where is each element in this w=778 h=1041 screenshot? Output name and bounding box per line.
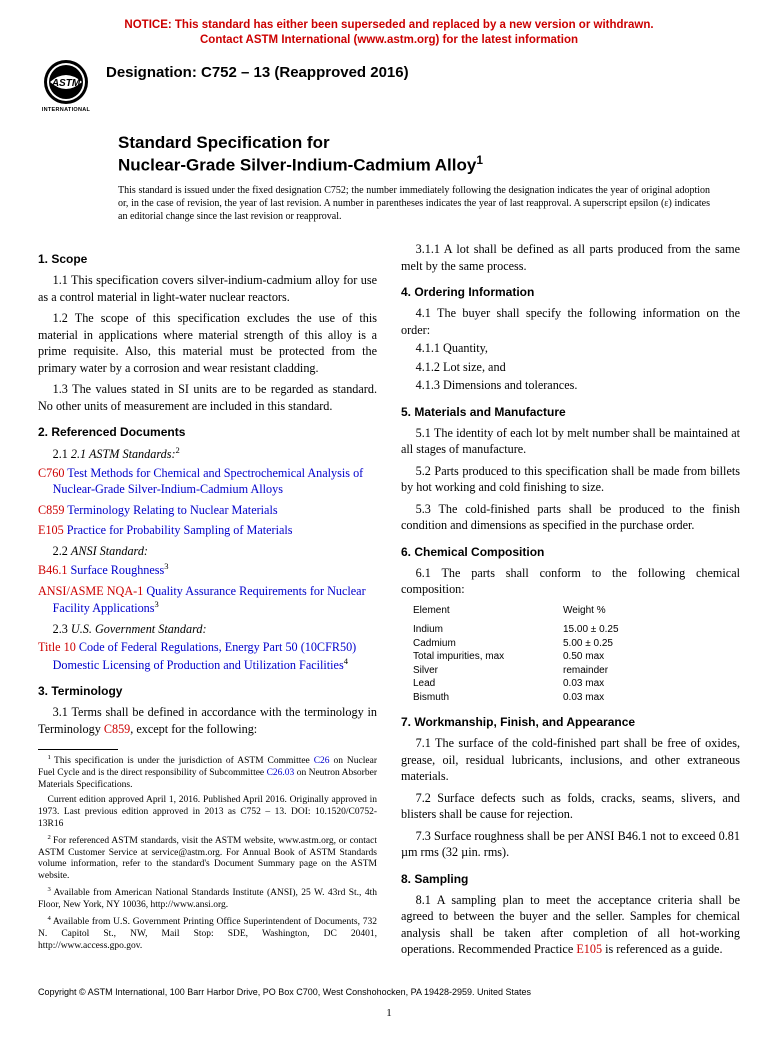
- astm-logo: ASTM INTERNATIONAL: [38, 58, 94, 114]
- para-7-2: 7.2 Surface defects such as folds, crack…: [401, 790, 740, 823]
- ref-nqa1[interactable]: ANSI/ASME NQA-1 Quality Assurance Requir…: [38, 583, 377, 617]
- ref-inline-c859[interactable]: C859: [104, 722, 130, 736]
- ref-title10[interactable]: Title 10 Code of Federal Regulations, En…: [38, 639, 377, 673]
- footnote-rule: [38, 749, 118, 750]
- footnote-1b: Current edition approved April 1, 2016. …: [38, 795, 377, 831]
- para-4-1-1: 4.1.1 Quantity,: [401, 340, 740, 356]
- section-head-sampling: 8. Sampling: [401, 871, 740, 887]
- section-head-refdocs: 2. Referenced Documents: [38, 424, 377, 440]
- notice-banner: NOTICE: This standard has either been su…: [38, 18, 740, 48]
- ref-c859[interactable]: C859 Terminology Relating to Nuclear Mat…: [38, 502, 377, 518]
- footnote-1: 1 This specification is under the jurisd…: [38, 754, 377, 792]
- para-4-1-3: 4.1.3 Dimensions and tolerances.: [401, 377, 740, 393]
- table-row: Bismuth0.03 max: [413, 691, 740, 705]
- para-1-3: 1.3 The values stated in SI units are to…: [38, 381, 377, 414]
- notice-line1: NOTICE: This standard has either been su…: [124, 19, 653, 31]
- para-5-1: 5.1 The identity of each lot by melt num…: [401, 425, 740, 458]
- footnote-2: 2 For referenced ASTM standards, visit t…: [38, 834, 377, 884]
- sub-2-2: 2.2 ANSI Standard:: [38, 543, 377, 559]
- para-6-1: 6.1 The parts shall conform to the follo…: [401, 565, 740, 598]
- para-5-2: 5.2 Parts produced to this specification…: [401, 463, 740, 496]
- para-8-1: 8.1 A sampling plan to meet the acceptan…: [401, 892, 740, 958]
- section-head-workmanship: 7. Workmanship, Finish, and Appearance: [401, 714, 740, 730]
- section-head-chemical: 6. Chemical Composition: [401, 544, 740, 560]
- section-head-terminology: 3. Terminology: [38, 683, 377, 699]
- para-1-1: 1.1 This specification covers silver-ind…: [38, 272, 377, 305]
- table-row: Lead0.03 max: [413, 677, 740, 691]
- para-3-1-1: 3.1.1 A lot shall be defined as all part…: [401, 241, 740, 274]
- header: ASTM INTERNATIONAL Designation: C752 – 1…: [38, 58, 740, 114]
- svg-text:ASTM: ASTM: [51, 78, 81, 89]
- table-row: Silverremainder: [413, 664, 740, 678]
- section-head-ordering: 4. Ordering Information: [401, 284, 740, 300]
- section-head-materials: 5. Materials and Manufacture: [401, 404, 740, 420]
- footnotes-block: 1 This specification is under the jurisd…: [38, 749, 377, 953]
- designation-block: Designation: C752 – 13 (Reapproved 2016): [106, 58, 409, 82]
- notice-line2: Contact ASTM International (www.astm.org…: [200, 34, 578, 46]
- para-4-1-2: 4.1.2 Lot size, and: [401, 359, 740, 375]
- document-page: NOTICE: This standard has either been su…: [0, 0, 778, 1039]
- title-line2: Nuclear-Grade Silver-Indium-Cadmium Allo…: [118, 156, 476, 175]
- table-head-element: Element: [413, 604, 563, 618]
- title: Standard Specification for Nuclear-Grade…: [118, 132, 740, 176]
- title-sup: 1: [476, 153, 483, 167]
- ref-e105[interactable]: E105 Practice for Probability Sampling o…: [38, 522, 377, 538]
- footnote-3: 3 Available from American National Stand…: [38, 886, 377, 912]
- para-5-3: 5.3 The cold-finished parts shall be pro…: [401, 501, 740, 534]
- para-3-1: 3.1 Terms shall be defined in accordance…: [38, 704, 377, 737]
- sub-2-3: 2.3 U.S. Government Standard:: [38, 621, 377, 637]
- footnote-4: 4 Available from U.S. Government Printin…: [38, 915, 377, 953]
- para-4-1: 4.1 The buyer shall specify the followin…: [401, 305, 740, 338]
- table-row: Indium15.00 ± 0.25: [413, 623, 740, 637]
- title-block: Standard Specification for Nuclear-Grade…: [118, 132, 740, 176]
- ref-b461[interactable]: B46.1 Surface Roughness3: [38, 561, 377, 579]
- table-head-weight: Weight %: [563, 604, 663, 618]
- para-7-3: 7.3 Surface roughness shall be per ANSI …: [401, 828, 740, 861]
- issuance-note: This standard is issued under the fixed …: [118, 184, 710, 223]
- ref-c760[interactable]: C760 Test Methods for Chemical and Spect…: [38, 465, 377, 498]
- para-7-1: 7.1 The surface of the cold-finished par…: [401, 735, 740, 784]
- table-row: Total impurities, max0.50 max: [413, 650, 740, 664]
- title-line1: Standard Specification for: [118, 133, 330, 152]
- svg-text:INTERNATIONAL: INTERNATIONAL: [42, 107, 91, 113]
- page-number: 1: [38, 1007, 740, 1019]
- sub-2-1: 2.1 2.1 ASTM Standards:2: [38, 445, 377, 463]
- chemical-composition-table: Element Weight % Indium15.00 ± 0.25 Cadm…: [413, 604, 740, 705]
- para-1-2: 1.2 The scope of this specification excl…: [38, 310, 377, 376]
- ref-inline-e105[interactable]: E105: [576, 942, 602, 956]
- copyright-line: Copyright © ASTM International, 100 Barr…: [38, 987, 740, 997]
- section-head-scope: 1. Scope: [38, 251, 377, 267]
- table-row: Cadmium5.00 ± 0.25: [413, 637, 740, 651]
- body-columns: 1. Scope 1.1 This specification covers s…: [38, 241, 740, 959]
- designation-text: Designation: C752 – 13 (Reapproved 2016): [106, 64, 409, 81]
